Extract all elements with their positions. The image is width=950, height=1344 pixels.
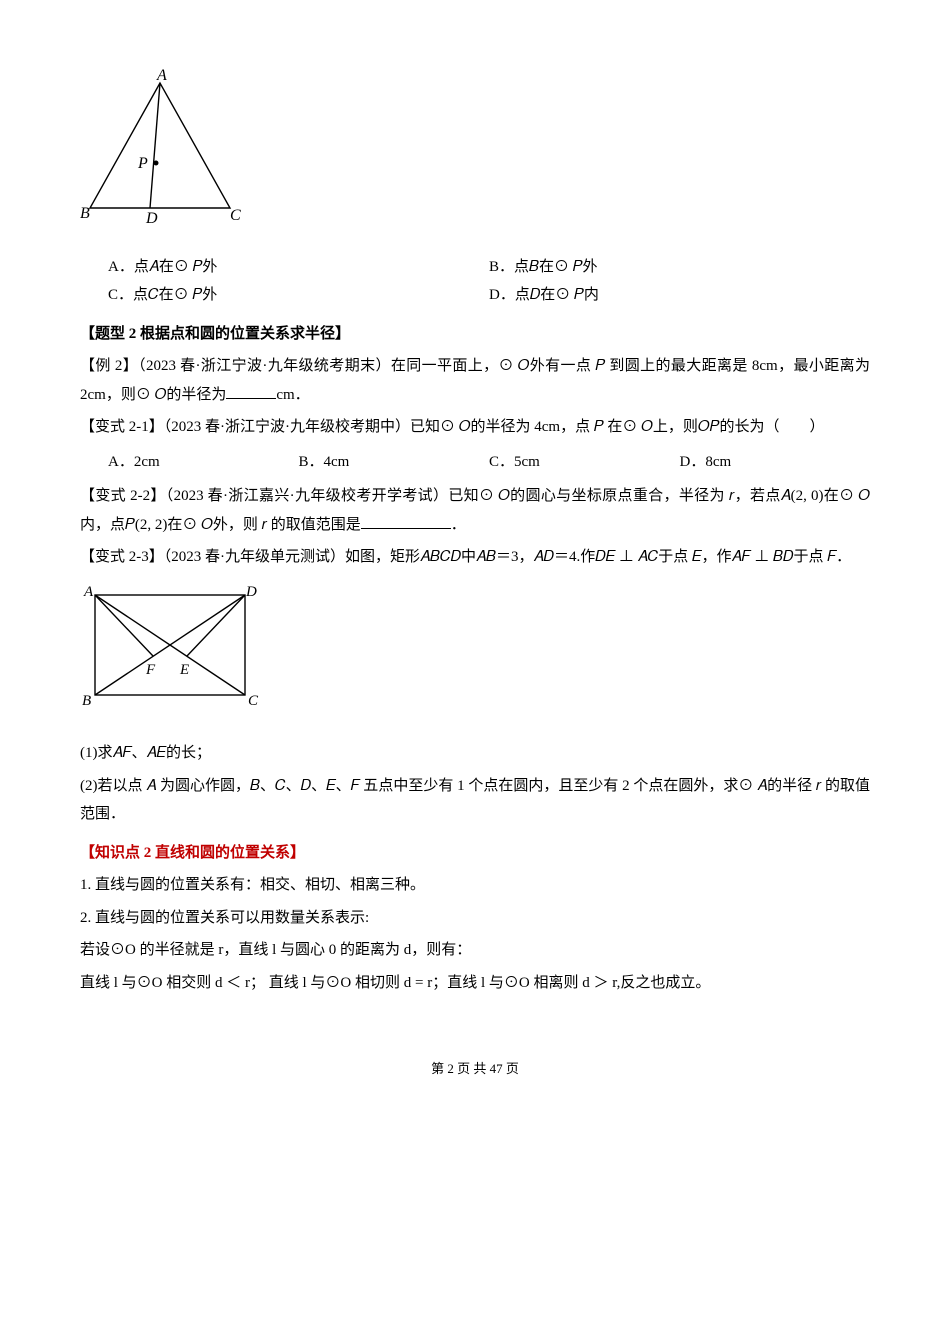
- example-2-tail: cm．: [276, 387, 309, 403]
- option-B: B．点𝐵在⊙ 𝑃外: [489, 253, 870, 282]
- label-D: D: [145, 210, 158, 227]
- variant-2-2: 【变式 2-2】（2023 春·浙江嘉兴·九年级校考开学考试）已知⊙ 𝑂的圆心与…: [80, 482, 870, 539]
- blank-2: [361, 513, 451, 529]
- label-B: B: [80, 205, 90, 222]
- label-P: P: [137, 155, 148, 172]
- options-block-2: A．2cm B．4cm C．5cm D．8cm: [80, 448, 870, 477]
- knowledge-line-4-main: 直线 l 与⊙O 相交则 d ＜ r； 直线 l 与⊙O 相切则 d = r；直…: [80, 975, 710, 991]
- option-A: A．点𝐴在⊙ 𝑃外: [108, 253, 489, 282]
- figure-triangle: A B C D P: [80, 68, 870, 239]
- example-2: 【例 2】（2023 春·浙江宁波·九年级统考期末）在同一平面上，⊙ 𝑂外有一点…: [80, 352, 870, 409]
- label2-F: F: [145, 662, 156, 678]
- knowledge-line-2: 2. 直线与圆的位置关系可以用数量关系表示:: [80, 904, 870, 933]
- subquestion-2: (2)若以点 𝐴 为圆心作圆，𝐵、𝐶、𝐷、𝐸、𝐹 五点中至少有 1 个点在圆内，…: [80, 772, 870, 829]
- option-2-B: B．4cm: [299, 448, 490, 477]
- label2-A: A: [83, 584, 94, 600]
- option-2-A: A．2cm: [108, 448, 299, 477]
- example-2-text: 【例 2】（2023 春·浙江宁波·九年级统考期末）在同一平面上，⊙ 𝑂外有一点…: [80, 358, 870, 403]
- label2-B: B: [82, 693, 91, 709]
- label-C: C: [230, 207, 241, 224]
- label2-D: D: [245, 584, 257, 600]
- variant-2-2-tail: ．: [451, 517, 466, 533]
- knowledge-point-2-heading: 【知识点 2 直线和圆的位置关系】: [80, 839, 870, 868]
- figure-rectangle: A D B C E F: [80, 580, 870, 726]
- option-2-D: D．8cm: [680, 448, 871, 477]
- option-D: D．点𝐷在⊙ 𝑃内: [489, 281, 870, 310]
- option-C: C．点𝐶在⊙ 𝑃外: [108, 281, 489, 310]
- options-block-1: A．点𝐴在⊙ 𝑃外 B．点𝐵在⊙ 𝑃外 C．点𝐶在⊙ 𝑃外 D．点𝐷在⊙ 𝑃内: [80, 253, 870, 310]
- page-footer: 第 2 页 共 47 页: [80, 1057, 870, 1082]
- knowledge-line-1: 1. 直线与圆的位置关系有：相交、相切、相离三种。: [80, 871, 870, 900]
- knowledge-line-4: 直线 l 与⊙O 相交则 d ＜ r； 直线 l 与⊙O 相切则 d = r；直…: [80, 969, 870, 998]
- label2-C: C: [248, 693, 259, 709]
- label2-E: E: [179, 662, 189, 678]
- variant-2-2-text: 【变式 2-2】（2023 春·浙江嘉兴·九年级校考开学考试）已知⊙ 𝑂的圆心与…: [80, 488, 870, 533]
- variant-2-1: 【变式 2-1】（2023 春·浙江宁波·九年级校考期中）已知⊙ 𝑂的半径为 4…: [80, 413, 870, 442]
- triangle-svg: A B C D P: [80, 68, 250, 228]
- label-A: A: [156, 68, 167, 84]
- blank-1: [226, 383, 276, 399]
- rectangle-svg: A D B C E F: [80, 580, 270, 715]
- variant-2-3: 【变式 2-3】（2023 春·九年级单元测试）如图，矩形𝐴𝐵𝐶𝐷中𝐴𝐵＝3，𝐴…: [80, 543, 870, 572]
- topic-type-2-heading: 【题型 2 根据点和圆的位置关系求半径】: [80, 320, 870, 349]
- option-2-C: C．5cm: [489, 448, 680, 477]
- subquestion-1: (1)求𝐴𝐹、𝐴𝐸的长；: [80, 739, 870, 768]
- knowledge-line-3: 若设⊙O 的半径就是 r，直线 l 与圆心 0 的距离为 d，则有：: [80, 936, 870, 965]
